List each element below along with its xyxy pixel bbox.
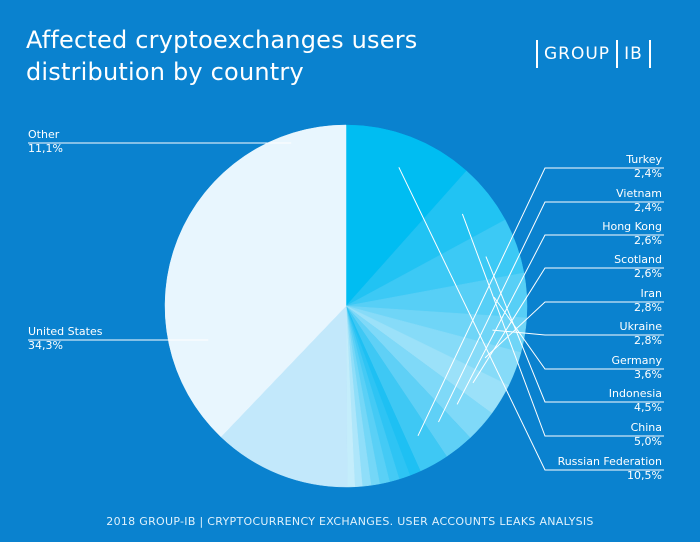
leader-line-turkey [417,167,664,437]
pie-slice-united-states [164,124,347,438]
slice-label-vietnam: Vietnam 2,4% [616,187,662,215]
slice-label-united-states: United States 34,3% [28,325,103,353]
logo-bar-right [648,40,651,68]
slice-label-value: 3,6% [634,368,662,381]
slice-label-name: Hong Kong [602,220,662,233]
pie-slice-russian-federation [345,124,467,307]
group-ib-logo: GROUP IB [536,40,651,68]
leader-line-scotland [472,267,664,384]
leader-line-iran [484,301,664,359]
slice-label-value: 11,1% [28,142,63,155]
slice-label-hong-kong: Hong Kong 2,6% [602,220,662,248]
slice-label-russian-federation: Russian Federation 10,5% [558,455,662,483]
slice-label-value: 2,4% [634,201,662,214]
logo-text-group: GROUP [544,44,611,64]
slice-label-value: 4,5% [634,401,662,414]
slice-label-name: Ukraine [619,320,662,333]
chart-title: Affected cryptoexchanges users distribut… [26,26,418,86]
slice-label-value: 10,5% [627,469,662,482]
slice-label-name: Germany [611,354,662,367]
slice-label-value: 2,8% [634,334,662,347]
slice-label-value: 2,6% [634,267,662,280]
logo-bar-left [536,40,538,68]
leader-lines [28,142,664,471]
slice-label-value: 5,0% [634,435,662,448]
slice-label-value: 34,3% [28,339,63,352]
slice-label-indonesia: Indonesia 4,5% [609,387,662,415]
slice-label-china: China 5,0% [631,421,662,449]
slice-label-value: 2,8% [634,301,662,314]
slice-label-name: Vietnam [616,187,662,200]
leader-line-ukraine [492,329,664,336]
pie-slices [164,124,528,488]
slice-label-name: Other [28,128,60,141]
slice-label-iran: Iran 2,8% [634,287,662,315]
slice-label-other: Other 11,1% [28,128,63,156]
logo-text-ib: IB [624,44,643,64]
slice-label-name: Scotland [614,253,662,266]
slice-label-name: China [630,421,662,434]
slice-label-value: 2,6% [634,234,662,247]
slice-label-name: Russian Federation [557,455,662,468]
slice-label-ukraine: Ukraine 2,8% [620,320,662,348]
slice-label-name: Iran [640,287,662,300]
slice-label-name: Turkey [626,153,662,166]
leader-line-indonesia [485,256,664,403]
slice-label-value: 2,4% [634,167,662,180]
slice-label-germany: Germany 3,6% [611,354,662,382]
pie-slice-other [220,305,348,488]
footer-text: 2018 GROUP-IB | CRYPTOCURRENCY EXCHANGES… [106,515,594,528]
slice-label-turkey: Turkey 2,4% [626,153,662,181]
leader-line-hong-kong [456,234,664,405]
slice-label-scotland: Scotland 2,6% [614,253,662,281]
slice-label-name: United States [28,325,103,338]
slice-label-name: Indonesia [608,387,662,400]
leader-line-russian-federation [398,167,664,471]
leader-line-vietnam [438,201,664,423]
leader-line-china [461,213,664,437]
logo-bar-middle [616,40,619,68]
